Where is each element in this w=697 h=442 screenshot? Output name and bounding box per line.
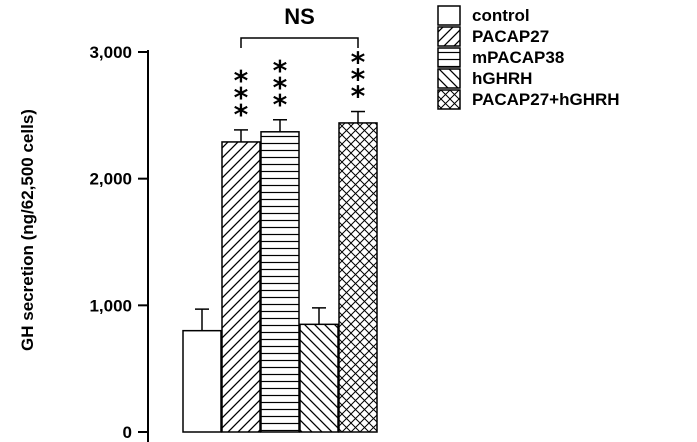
significance-stars: ***	[273, 54, 288, 121]
y-axis: 0 1,000 2,000 3,000	[89, 43, 149, 442]
legend-swatch	[437, 68, 461, 89]
y-tick-label: 0	[123, 423, 132, 442]
star-mark: *	[273, 71, 288, 104]
y-tick-label: 1,000	[89, 296, 132, 315]
ns-bracket: NS	[240, 4, 359, 48]
bar-control	[182, 329, 222, 433]
star-mark: *	[351, 46, 366, 79]
bar-mpacap38	[260, 131, 300, 433]
y-tick-label: 2,000	[89, 170, 132, 189]
bracket-line	[240, 37, 359, 48]
bar-pacap27-hghrh	[338, 122, 378, 433]
legend-entry: mPACAP38	[437, 47, 564, 68]
legend-swatch	[437, 5, 461, 26]
bar-pacap27	[221, 141, 261, 433]
y-tick-label: 3,000	[89, 43, 132, 62]
significance-stars: ***	[351, 46, 366, 113]
legend-label: hGHRH	[472, 69, 532, 88]
bars	[182, 110, 378, 433]
significance-marks: *********	[234, 46, 366, 131]
legend-entry: control	[437, 5, 530, 26]
legend-label: control	[472, 6, 530, 25]
legend: control PACAP27 mPACAP38 hGHRH PACAP27+hGHRH	[437, 5, 620, 110]
legend-entry: PACAP27	[437, 26, 549, 47]
bracket-label: NS	[284, 4, 315, 29]
star-mark: *	[234, 81, 249, 114]
legend-swatch	[437, 47, 461, 68]
legend-label: PACAP27	[472, 27, 549, 46]
star-mark: *	[273, 88, 288, 121]
star-mark: *	[351, 80, 366, 113]
legend-entry: PACAP27+hGHRH	[437, 89, 620, 110]
star-mark: *	[234, 64, 249, 97]
bar-hghrh	[299, 323, 339, 433]
legend-label: PACAP27+hGHRH	[472, 90, 620, 109]
star-mark: *	[234, 98, 249, 131]
legend-swatch	[437, 26, 461, 47]
star-mark: *	[273, 54, 288, 87]
y-axis-title: GH secretion (ng/62,500 cells)	[18, 109, 37, 351]
legend-entry: hGHRH	[437, 68, 532, 89]
star-mark: *	[351, 63, 366, 96]
legend-label: mPACAP38	[472, 48, 564, 67]
significance-stars: ***	[234, 64, 249, 131]
legend-swatch	[437, 89, 461, 110]
